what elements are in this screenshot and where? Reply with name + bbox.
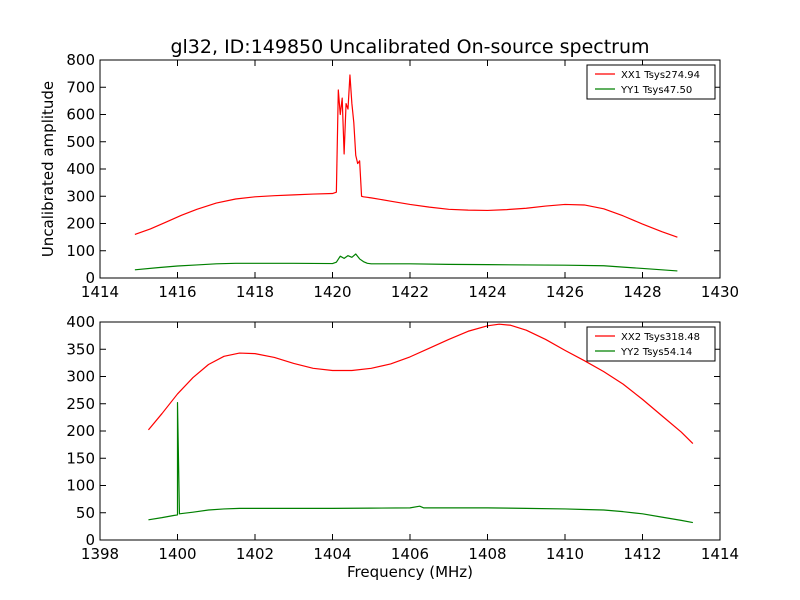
- x-tick-label: 1402: [236, 545, 274, 563]
- x-tick-label: 1410: [546, 545, 584, 563]
- y-tick-label: 300: [66, 368, 95, 386]
- x-tick-label: 1414: [81, 283, 119, 301]
- y-axis-label: Uncalibrated amplitude: [39, 81, 57, 257]
- legend-box: [586, 326, 716, 362]
- y-tick-label: 200: [66, 422, 95, 440]
- y-tick-label: 600: [66, 106, 95, 124]
- legend-label: XX2 Tsys318.48: [621, 332, 700, 343]
- x-tick-label: 1426: [546, 283, 584, 301]
- legend-label: YY2 Tsys54.14: [620, 347, 692, 358]
- x-tick-label: 1400: [158, 545, 196, 563]
- y-tick-label: 0: [85, 269, 95, 287]
- y-tick-label: 100: [66, 477, 95, 495]
- x-tick-label: 1412: [623, 545, 661, 563]
- y-tick-label: 0: [85, 531, 95, 549]
- y-tick-label: 50: [76, 504, 95, 522]
- legend-label: XX1 Tsys274.94: [621, 70, 700, 81]
- y-tick-label: 800: [66, 51, 95, 69]
- x-tick-label: 1406: [391, 545, 429, 563]
- figure-title: gl32, ID:149850 Uncalibrated On-source s…: [170, 36, 649, 58]
- top-panel: 1414 1416 1418 1420 1422 1424 1426 1428 1430 0 100…: [39, 51, 739, 301]
- legend-box: [586, 64, 716, 100]
- y-tick-label: 100: [66, 242, 95, 260]
- y-tick-label: 400: [66, 160, 95, 178]
- series-line-yy1: [134, 253, 678, 272]
- y-tick-label: 200: [66, 215, 95, 233]
- x-axis-label: Frequency (MHz): [347, 563, 473, 581]
- legend: XX1 Tsys274.94 YY1 Tsys47.50: [586, 64, 716, 100]
- y-tick-label: 500: [66, 133, 95, 151]
- series-line-xx2: [147, 323, 694, 444]
- legend: XX2 Tsys318.48 YY2 Tsys54.14: [586, 326, 716, 362]
- y-tick-label: 700: [66, 78, 95, 96]
- x-tick-label: 1422: [391, 283, 429, 301]
- y-tick-label: 150: [66, 449, 95, 467]
- series-line-yy2: [148, 402, 693, 524]
- y-tick-label: 300: [66, 187, 95, 205]
- bottom-panel: 1398 1400 1402 1404 1406 1408 1410 1412 1414 0 50 1…: [66, 313, 739, 581]
- series-line-xx1: [134, 74, 678, 238]
- y-tick-label: 250: [66, 395, 95, 413]
- x-tick-label: 1428: [623, 283, 661, 301]
- y-tick-label: 350: [66, 340, 95, 358]
- x-tick-label: 1408: [468, 545, 506, 563]
- y-tick-label: 400: [66, 313, 95, 331]
- x-tick-label: 1420: [313, 283, 351, 301]
- x-tick-label: 1398: [81, 545, 119, 563]
- x-tick-label: 1416: [158, 283, 196, 301]
- x-tick-label: 1430: [701, 283, 739, 301]
- x-tick-label: 1418: [236, 283, 274, 301]
- x-tick-label: 1424: [468, 283, 506, 301]
- legend-label: YY1 Tsys47.50: [620, 85, 692, 96]
- x-tick-label: 1404: [313, 545, 351, 563]
- x-tick-label: 1414: [701, 545, 739, 563]
